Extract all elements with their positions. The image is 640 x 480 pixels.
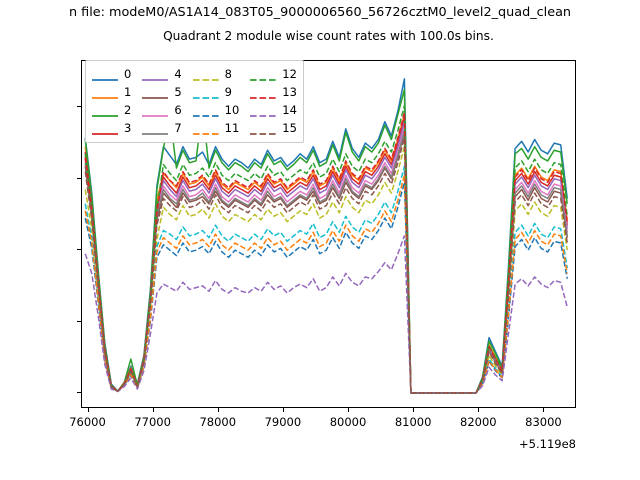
series-line-9 [84, 165, 568, 394]
x-tick-mark [413, 408, 415, 412]
legend-line-swatch [92, 124, 118, 135]
x-tick-label: 76000 [69, 415, 106, 429]
x-tick-mark [478, 408, 480, 412]
y-tick-mark [77, 249, 81, 251]
legend-line-swatch [142, 70, 169, 81]
legend-label: 10 [224, 103, 240, 117]
x-tick-mark [87, 408, 89, 412]
x-tick-mark [282, 408, 284, 412]
legend-line-swatch [92, 88, 118, 99]
legend-line-swatch [142, 106, 169, 117]
legend-item-2[interactable]: 2 [92, 102, 131, 119]
legend-label: 11 [224, 121, 240, 135]
legend-line-swatch [192, 106, 219, 117]
x-tick-label: 81000 [394, 415, 432, 429]
x-tick-label: 83000 [525, 415, 562, 429]
y-tick-mark [77, 106, 81, 108]
legend-label: 5 [174, 85, 182, 99]
x-tick-mark [152, 408, 154, 412]
series-line-12 [84, 104, 568, 394]
legend-line-swatch [192, 70, 219, 81]
plot-axes [81, 60, 576, 408]
legend-line-swatch [192, 88, 219, 99]
legend-line-swatch [250, 106, 277, 117]
legend-label: 1 [124, 85, 132, 99]
legend-line-swatch [92, 106, 118, 117]
legend-item-12[interactable]: 12 [250, 66, 297, 83]
legend-label: 7 [174, 121, 182, 135]
legend-line-swatch [250, 70, 277, 81]
series-line-15 [84, 136, 568, 394]
legend-line-swatch [192, 124, 219, 135]
legend-label: 12 [282, 67, 297, 81]
legend-item-9[interactable]: 9 [192, 84, 240, 101]
series-line-10 [84, 181, 568, 394]
legend-item-15[interactable]: 15 [250, 120, 297, 137]
legend-label: 13 [282, 85, 297, 99]
y-tick-mark [77, 320, 81, 322]
legend-line-swatch [92, 70, 118, 81]
series-line-8 [84, 145, 568, 394]
legend-item-8[interactable]: 8 [192, 66, 240, 83]
legend-item-1[interactable]: 1 [92, 84, 131, 101]
series-line-11 [84, 174, 568, 394]
series-line-14 [84, 235, 568, 394]
y-tick-mark [77, 391, 81, 393]
legend-item-4[interactable]: 4 [142, 66, 182, 83]
legend-label: 14 [282, 103, 297, 117]
plot-lines-canvas [84, 78, 568, 394]
legend-line-swatch [250, 88, 277, 99]
legend-label: 8 [224, 67, 232, 81]
legend-label: 3 [124, 121, 132, 135]
legend-line-swatch [142, 124, 169, 135]
series-line-13 [84, 112, 568, 394]
legend-label: 6 [174, 103, 182, 117]
x-tick-label: 82000 [460, 415, 497, 429]
legend-label: 0 [124, 67, 132, 81]
legend-item-0[interactable]: 0 [92, 66, 131, 83]
legend-item-13[interactable]: 13 [250, 84, 297, 101]
legend-item-5[interactable]: 5 [142, 84, 182, 101]
legend-label: 9 [224, 85, 232, 99]
x-tick-label: 77000 [134, 415, 171, 429]
legend-item-11[interactable]: 11 [192, 120, 240, 137]
x-tick-mark [543, 408, 545, 412]
legend-line-swatch [250, 124, 277, 135]
legend-item-10[interactable]: 10 [192, 102, 240, 119]
legend-grid: 0 4 8 12 1 5 9 13 2 6 10 14 3 7 11 15 [92, 66, 297, 137]
x-tick-label: 78000 [199, 415, 237, 429]
legend-label: 2 [124, 103, 132, 117]
x-tick-mark [217, 408, 219, 412]
x-tick-label: 79000 [264, 415, 302, 429]
legend-box[interactable]: 0 4 8 12 1 5 9 13 2 6 10 14 3 7 11 15 [85, 60, 304, 143]
axes-title: Quadrant 2 module wise count rates with … [163, 29, 494, 43]
legend-line-swatch [142, 88, 169, 99]
y-tick-mark [77, 177, 81, 179]
legend-item-3[interactable]: 3 [92, 120, 131, 137]
legend-label: 15 [282, 121, 297, 135]
x-axis-offset-label: +5.119e8 [519, 437, 576, 451]
legend-item-7[interactable]: 7 [142, 120, 182, 137]
legend-item-14[interactable]: 14 [250, 102, 297, 119]
legend-label: 4 [174, 67, 182, 81]
x-tick-label: 80000 [329, 415, 367, 429]
figure-suptitle: n file: modeM0/AS1A14_083T05_9000006560_… [68, 5, 572, 20]
x-tick-mark [348, 408, 350, 412]
legend-item-6[interactable]: 6 [142, 102, 182, 119]
